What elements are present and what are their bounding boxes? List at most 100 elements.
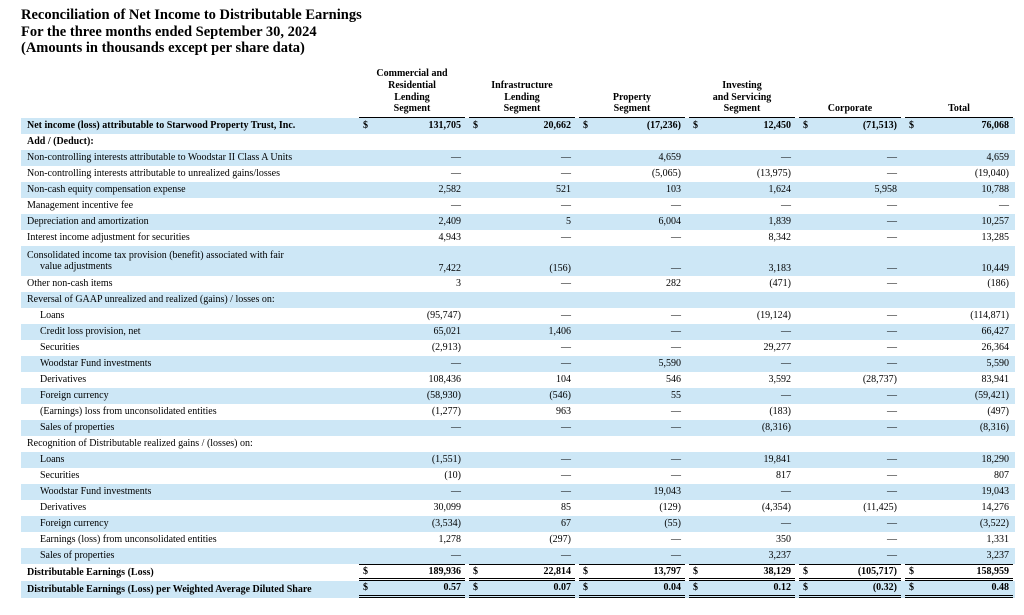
value-wrap: — — [359, 484, 465, 500]
table-row: (Earnings) loss from unconsolidated enti… — [21, 404, 1015, 420]
currency-symbol: $ — [803, 582, 808, 594]
value-cell: — — [687, 149, 797, 166]
cell-value: 76,068 — [981, 120, 1010, 132]
value-cell: — — [577, 323, 687, 340]
value-cell: $189,936 — [357, 563, 467, 581]
value-wrap: (2,913) — [359, 340, 465, 356]
column-header-investing-servicing: Investing and Servicing Segment — [687, 62, 797, 118]
value-wrap: 4,659 — [579, 150, 685, 166]
currency-symbol: $ — [473, 582, 478, 594]
cell-value: (0.32) — [872, 582, 897, 594]
value-wrap: $ (105,717) — [799, 563, 901, 581]
cell-value: (8,316) — [979, 422, 1009, 434]
value-wrap: (8,316) — [905, 420, 1013, 436]
row-label: (Earnings) loss from unconsolidated enti… — [40, 406, 217, 418]
table-row: Credit loss provision, net 65,021 1,406 — — —… — [21, 323, 1015, 340]
value-cell: (2,913) — [357, 340, 467, 356]
table-row: Woodstar Fund investments — — 5,590 — — 5,590 — [21, 355, 1015, 372]
cell-value: — — [561, 358, 571, 370]
value-wrap: — — [799, 452, 901, 468]
cell-value: — — [781, 326, 791, 338]
cell-value: (13,975) — [756, 168, 791, 180]
value-wrap: 26,364 — [905, 340, 1013, 356]
value-cell: 5,590 — [903, 355, 1015, 372]
value-cell: 1,624 — [687, 181, 797, 198]
value-cell: — — [797, 387, 903, 404]
value-wrap: 5,958 — [799, 182, 901, 198]
currency-symbol: $ — [693, 582, 698, 594]
value-wrap: — — [689, 484, 795, 500]
table-row: Foreign currency (58,930) (546) 55 — — (59,421… — [21, 387, 1015, 404]
value-cell: 5,958 — [797, 181, 903, 198]
value-wrap: — — [579, 468, 685, 484]
value-wrap: — — [579, 548, 685, 564]
value-wrap: 19,043 — [579, 484, 685, 500]
value-wrap: (546) — [469, 388, 575, 404]
cell-value: (28,737) — [862, 374, 897, 386]
value-wrap: 10,788 — [905, 182, 1013, 198]
value-wrap: (5,065) — [579, 166, 685, 182]
value-cell: 108,436 — [357, 372, 467, 388]
row-label: Other non-cash items — [27, 278, 113, 290]
cell-value: 7,422 — [438, 262, 462, 274]
value-cell: 2,582 — [357, 181, 467, 198]
value-cell: 521 — [467, 181, 577, 198]
value-cell: 10,257 — [903, 213, 1015, 230]
table-row: Derivatives 108,436 104 546 3,592 (28,737) 83,… — [21, 372, 1015, 388]
table-body: Net income (loss) attributable to Starwo… — [21, 117, 1015, 598]
value-cell: (55) — [577, 515, 687, 532]
cell-value: 0.12 — [773, 582, 792, 594]
cell-value: 4,943 — [438, 232, 462, 244]
table-row: Foreign currency (3,534) 67 (55) — — (3,522) — [21, 515, 1015, 532]
table-row: Management incentive fee — — — — — — — [21, 198, 1015, 214]
report-units-note: (Amounts in thousands except per share d… — [21, 40, 305, 57]
value-cell: — — [903, 198, 1015, 214]
row-label: Recognition of Distributable realized ga… — [27, 438, 253, 450]
cell-value: — — [671, 342, 681, 354]
cell-value: — — [887, 278, 897, 290]
cell-value: 2,409 — [438, 216, 462, 228]
value-cell: 67 — [467, 515, 577, 532]
column-header-label: Commercial and Residential Lending Segment — [359, 68, 465, 118]
value-wrap: 3,237 — [689, 548, 795, 564]
value-cell: (95,747) — [357, 308, 467, 324]
cell-value: — — [671, 310, 681, 322]
value-wrap: 817 — [689, 468, 795, 484]
value-cell: 13,285 — [903, 230, 1015, 246]
value-cell: 7,422 — [357, 245, 467, 276]
table-row: Interest income adjustment for securitie… — [21, 230, 1015, 246]
cell-value: 30,099 — [433, 502, 462, 514]
value-wrap: — — [359, 150, 465, 166]
value-cell: 66,427 — [903, 323, 1015, 340]
cell-value: — — [561, 310, 571, 322]
value-wrap: 83,941 — [905, 372, 1013, 388]
cell-value: 5,958 — [874, 184, 898, 196]
value-wrap: $131,705 — [359, 118, 465, 134]
value-cell: — — [577, 230, 687, 246]
row-label: Derivatives — [40, 502, 87, 514]
value-cell: 83,941 — [903, 372, 1015, 388]
currency-symbol: $ — [909, 582, 914, 594]
value-cell: (28,737) — [797, 372, 903, 388]
value-cell — [903, 291, 1015, 308]
cell-value: 3,183 — [768, 262, 792, 274]
cell-value: — — [451, 550, 461, 562]
cell-value: 963 — [556, 406, 571, 418]
value-wrap: — — [799, 214, 901, 230]
value-wrap: (114,871) — [905, 308, 1013, 324]
cell-value: — — [561, 278, 571, 290]
value-wrap: (8,316) — [689, 420, 795, 436]
value-wrap: 65,021 — [359, 324, 465, 340]
row-label: Net income (loss) attributable to Starwo… — [21, 117, 357, 134]
row-label: Distributable Earnings (Loss) per Weight… — [21, 580, 357, 598]
cell-value: (10) — [444, 470, 461, 482]
cell-value: — — [781, 152, 791, 164]
value-wrap: 67 — [469, 516, 575, 532]
cell-value: (58,930) — [426, 390, 461, 402]
cell-value: — — [451, 358, 461, 370]
value-cell: — — [577, 468, 687, 484]
value-wrap: — — [799, 150, 901, 166]
cell-value: 67 — [561, 518, 571, 530]
value-cell: (4,354) — [687, 500, 797, 516]
value-wrap: — — [799, 198, 901, 214]
